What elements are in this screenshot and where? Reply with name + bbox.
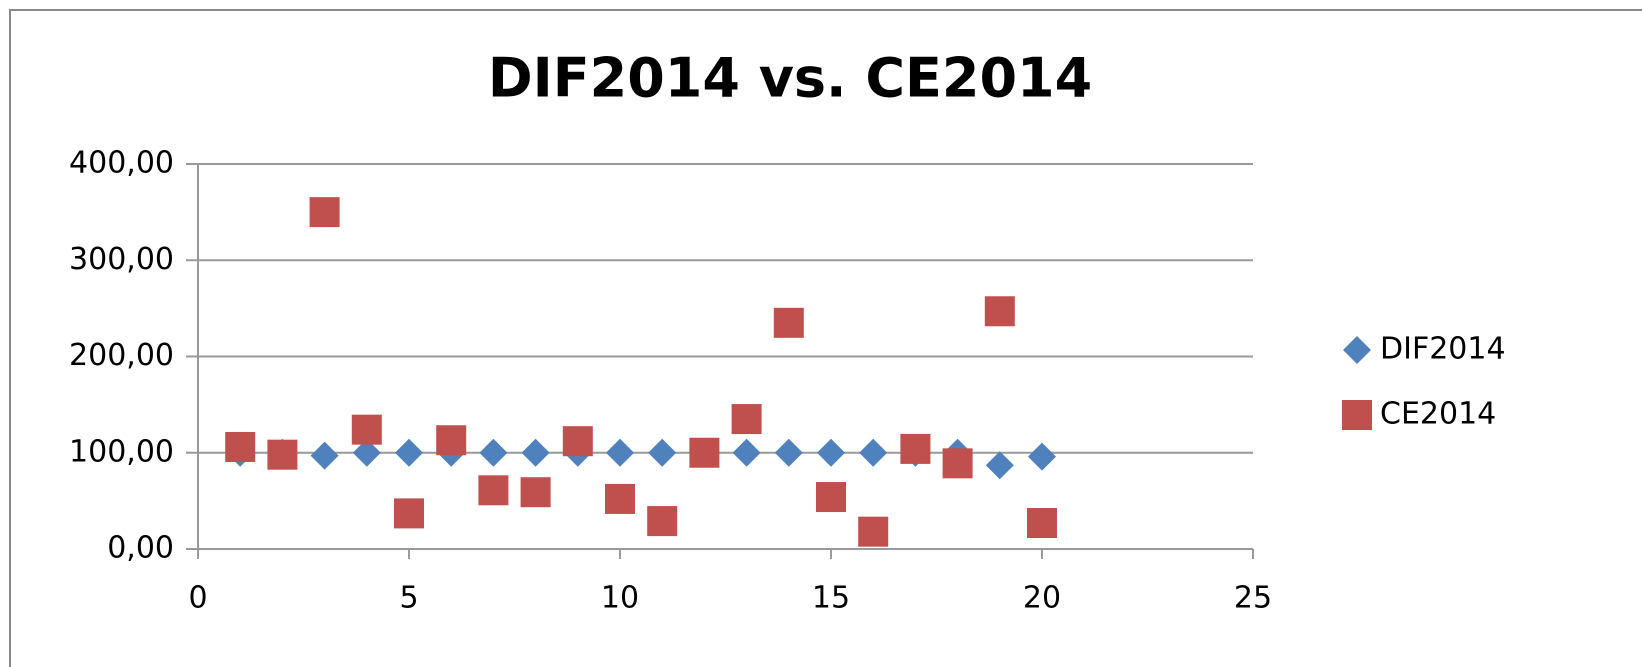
point xyxy=(521,438,550,467)
point xyxy=(858,516,889,547)
point xyxy=(478,475,509,506)
y-tick-label: 100,00 xyxy=(69,434,174,469)
point xyxy=(395,438,423,467)
y-tick-label: 300,00 xyxy=(69,242,174,277)
legend-marker xyxy=(1343,336,1371,364)
point xyxy=(689,437,720,468)
point xyxy=(817,438,845,467)
x-tick-label: 20 xyxy=(1023,581,1061,616)
chart-frame xyxy=(9,9,1642,667)
point xyxy=(732,438,761,467)
point xyxy=(479,438,508,467)
x-tick-label: 10 xyxy=(601,581,639,616)
point xyxy=(900,433,931,464)
x-tick-label: 5 xyxy=(399,581,418,616)
legend-label: DIF2014 xyxy=(1380,332,1506,367)
point xyxy=(648,438,677,467)
point xyxy=(606,438,634,467)
point xyxy=(773,307,804,338)
x-tick-label: 15 xyxy=(812,581,850,616)
chart-title: DIF2014 vs. CE2014 xyxy=(488,47,1092,110)
point xyxy=(352,438,381,467)
point xyxy=(731,404,762,435)
y-tick-label: 400,00 xyxy=(69,146,174,181)
x-tick-label: 0 xyxy=(188,581,207,616)
point xyxy=(394,498,424,529)
point xyxy=(985,451,1014,480)
point xyxy=(351,414,382,445)
point xyxy=(225,431,256,462)
legend-label: CE2014 xyxy=(1380,397,1496,432)
legend-marker xyxy=(1342,400,1372,430)
point xyxy=(267,439,298,470)
point xyxy=(942,448,973,479)
point xyxy=(647,506,678,537)
point xyxy=(309,197,340,228)
point xyxy=(436,425,467,456)
point xyxy=(816,482,846,513)
y-tick-label: 0,00 xyxy=(107,531,174,566)
y-tick-label: 200,00 xyxy=(69,338,174,373)
point xyxy=(859,438,888,467)
point xyxy=(605,483,635,514)
point xyxy=(520,477,551,508)
point xyxy=(310,441,339,470)
point xyxy=(562,426,593,457)
x-tick-label: 25 xyxy=(1234,581,1272,616)
point xyxy=(984,296,1015,327)
point xyxy=(1027,508,1057,539)
point xyxy=(774,438,803,467)
point xyxy=(1028,442,1056,471)
